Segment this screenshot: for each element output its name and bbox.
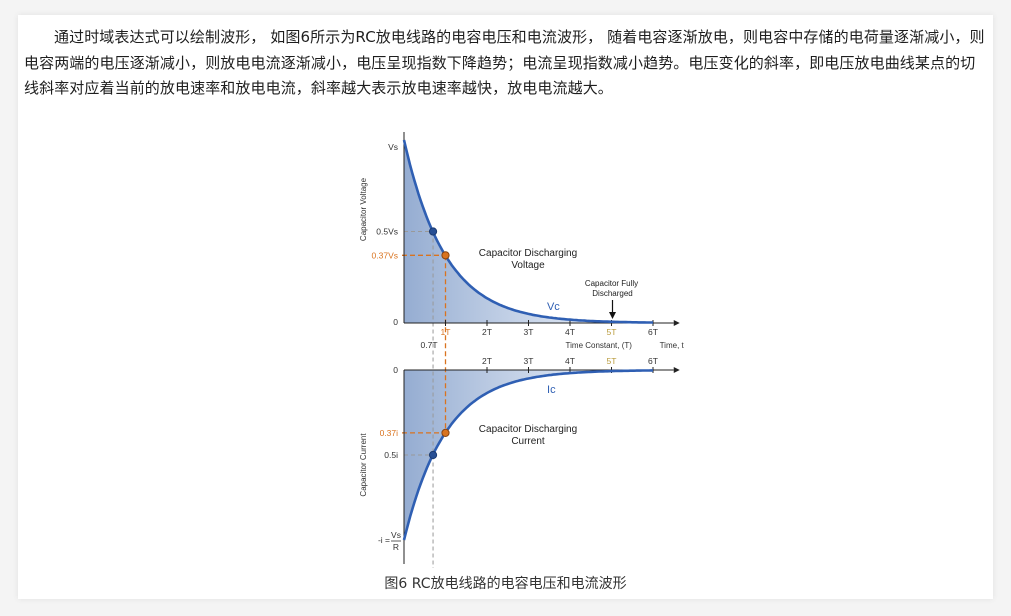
voltage-x-tick-label: 1T <box>441 327 451 337</box>
current-x-tick-label: 6T <box>648 356 658 366</box>
current-y-tick-label: 0.37i <box>380 428 399 438</box>
current-annotation-1: Capacitor Discharging <box>479 424 577 435</box>
current-y-axis-title: Capacitor Current <box>359 433 368 497</box>
ic-curve-label: Ic <box>547 384 556 396</box>
voltage-y-tick-label: 0 <box>393 317 398 327</box>
voltage-x-tick-label: 4T <box>565 327 575 337</box>
current-x-tick-label: 5T <box>607 356 617 366</box>
figure-caption: 图6 RC放电线路的电容电压和电流波形 <box>384 576 627 592</box>
vc-curve-label: Vc <box>547 301 560 313</box>
formula-numerator: Vs <box>391 530 401 540</box>
rc-discharge-chart: Vs 0.5Vs 0.37Vs 0 1T 2T 3T 4T 5T 6T 0.7T Time Const… <box>359 132 685 570</box>
current-area <box>404 370 653 540</box>
voltage-x-arrow <box>673 320 680 326</box>
current-y-tick-label: 0.5i <box>384 450 398 460</box>
formula-denominator: R <box>393 542 399 552</box>
fully-discharged-arrowhead <box>609 312 616 319</box>
voltage-y-axis-title: Capacitor Voltage <box>359 177 368 241</box>
rc-discharge-figure: Vs 0.5Vs 0.37Vs 0 1T 2T 3T 4T 5T 6T 0.7T Time Const… <box>336 128 696 570</box>
voltage-y-tick-label: 0.5Vs <box>376 227 398 237</box>
current-annotation-2: Current <box>511 436 545 447</box>
voltage-x-tick-label: 2T <box>482 327 492 337</box>
marker-037vs <box>441 251 450 260</box>
current-x-tick-label: 2T <box>482 356 492 366</box>
article-paragraph: 通过时域表达式可以绘制波形， 如图6所示为RC放电线路的电容电压和电流波形， 随… <box>24 28 985 97</box>
voltage-area <box>404 140 653 323</box>
voltage-annotation-2: Voltage <box>511 260 545 271</box>
voltage-y-tick-label: 0.37Vs <box>372 250 398 260</box>
current-x-tick-label: 3T <box>524 356 534 366</box>
voltage-x-tick-label: 5T <box>607 327 617 337</box>
current-x-arrow <box>673 367 680 373</box>
voltage-x-tick-label: 6T <box>648 327 658 337</box>
current-y-tick-label: 0 <box>393 365 398 375</box>
formula-prefix: -i = <box>378 535 390 545</box>
voltage-x-tick-label: 3T <box>524 327 534 337</box>
voltage-y-tick-label: Vs <box>388 142 398 152</box>
marker-037i <box>441 428 450 437</box>
fully-discharged-2: Discharged <box>592 289 632 298</box>
fully-discharged-1: Capacitor Fully <box>585 279 638 288</box>
marker-half-vs <box>428 227 438 236</box>
current-x-tick-label: 4T <box>565 356 575 366</box>
marker-half-i <box>428 450 438 460</box>
label-0p7t: 0.7T <box>421 340 438 350</box>
voltage-annotation-1: Capacitor Discharging <box>479 248 577 259</box>
voltage-x-axis-title: Time Constant, (T) <box>566 341 633 350</box>
time-axis-end-label: Time, t <box>660 341 685 350</box>
article-card: 通过时域表达式可以绘制波形， 如图6所示为RC放电线路的电容电压和电流波形， 随… <box>18 15 993 599</box>
